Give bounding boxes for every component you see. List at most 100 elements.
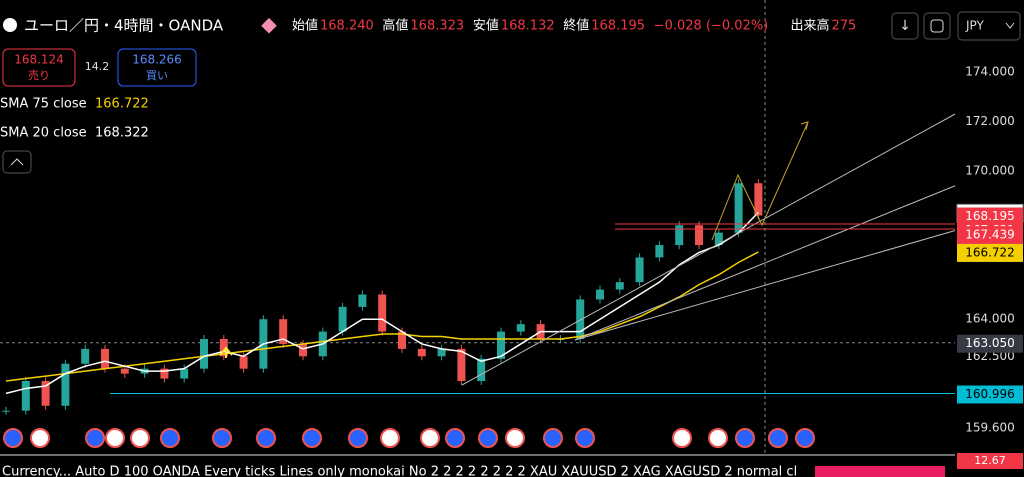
candle	[279, 319, 288, 344]
price-tag	[957, 385, 1023, 404]
field-value: 168.132	[501, 19, 555, 34]
candle	[160, 368, 169, 379]
trend-line	[574, 229, 958, 341]
indicator-legend: SMA 75 close 166.722 SMA 20 close 168.322	[0, 97, 149, 141]
volume-label: 出来高	[790, 18, 829, 34]
price-tag	[957, 226, 1023, 245]
collapse-icon	[10, 158, 24, 166]
event-icon[interactable]	[708, 428, 728, 448]
candle	[516, 324, 525, 332]
candle	[2, 410, 10, 412]
arrow-head	[800, 121, 809, 131]
collapse-button[interactable]	[2, 150, 32, 174]
refresh-icon	[930, 19, 944, 33]
download-button[interactable]	[891, 12, 919, 40]
field-value: 168.323	[410, 19, 464, 34]
candle	[378, 294, 387, 332]
candle	[754, 183, 763, 216]
candle	[338, 306, 347, 332]
candle	[655, 245, 664, 258]
trend-line	[574, 184, 958, 341]
refresh-button[interactable]	[923, 12, 951, 40]
field-value: 168.195	[591, 19, 645, 34]
candle	[675, 225, 684, 246]
footer-tag-bg	[957, 453, 1023, 469]
event-icon[interactable]	[302, 428, 322, 448]
buy-price: 168.266	[132, 53, 182, 67]
spread: 14.2	[85, 60, 110, 73]
field-value: 168.240	[320, 19, 374, 34]
event-icon[interactable]	[768, 428, 788, 448]
sma-line	[5, 251, 759, 382]
event-icon[interactable]	[160, 428, 180, 448]
event-icon[interactable]	[380, 428, 400, 448]
event-icon[interactable]	[672, 428, 692, 448]
candle	[576, 299, 585, 339]
candle	[714, 232, 723, 246]
sell-price: 168.124	[14, 53, 64, 67]
footer	[0, 455, 1024, 477]
candle	[180, 368, 189, 379]
footer-highlight	[815, 466, 945, 477]
event-icon[interactable]	[3, 428, 23, 448]
price-tag	[957, 334, 1023, 353]
event-icon[interactable]	[478, 428, 498, 448]
dropdown-caret	[1005, 22, 1015, 29]
field-label: 終値	[563, 18, 589, 34]
candle	[219, 339, 228, 357]
candle	[734, 183, 743, 233]
candle	[695, 225, 703, 246]
event-icon[interactable]	[420, 428, 440, 448]
event-icon[interactable]	[575, 428, 595, 448]
event-icon[interactable]	[543, 428, 563, 448]
candle	[81, 348, 90, 364]
event-icon[interactable]	[30, 428, 50, 448]
candle	[61, 363, 70, 406]
event-icon[interactable]	[256, 428, 276, 448]
volume: 275	[831, 19, 856, 34]
event-icon[interactable]	[348, 428, 368, 448]
indicator-value: 166.722	[95, 97, 149, 112]
footer-script: Currency... Auto D 100 OANDA Every ticks…	[2, 465, 797, 477]
event-icon[interactable]	[130, 428, 150, 448]
candle	[596, 289, 604, 300]
buy-button[interactable]	[117, 48, 197, 87]
candle	[101, 348, 109, 369]
change: −0.028 (−0.02%)	[654, 19, 769, 34]
sell-label: 売り	[28, 69, 50, 82]
sell-button[interactable]	[2, 48, 76, 87]
sma-line	[5, 211, 759, 395]
price-tick-label: 159.600	[965, 421, 1015, 435]
price-tag	[957, 243, 1023, 262]
candle	[615, 282, 624, 290]
buy-label: 買い	[146, 69, 168, 82]
event-icon[interactable]	[735, 428, 755, 448]
indicator-value: 168.322	[95, 126, 149, 141]
price-tag-label: 167.439	[965, 228, 1015, 242]
event-icon[interactable]	[795, 428, 815, 448]
candle	[200, 339, 208, 369]
field-label: 高値	[382, 18, 408, 34]
field-label: 始値	[292, 18, 318, 34]
symbol-title: ユーロ／円・4時間・OANDA	[24, 17, 224, 35]
event-icons[interactable]	[3, 428, 815, 448]
candle	[477, 358, 486, 382]
event-icon[interactable]	[445, 428, 465, 448]
candle	[358, 294, 367, 307]
event-icon[interactable]	[505, 428, 525, 448]
candle	[21, 381, 30, 411]
price-tick-label: 172.000	[965, 114, 1015, 128]
download-icon: ↓	[899, 18, 911, 34]
ohlc: 始値 168.240 高値 168.323 安値 168.132 終値 168.195	[292, 18, 645, 34]
price-tick-label: 164.000	[965, 312, 1015, 326]
signal-arrow	[219, 346, 233, 358]
event-icon[interactable]	[212, 428, 232, 448]
candle	[239, 356, 248, 369]
event-icon[interactable]	[105, 428, 125, 448]
currency-select[interactable]	[957, 11, 1021, 41]
price-tag-label: 163.050	[965, 336, 1015, 350]
indicator-name: SMA 20 close	[0, 126, 87, 141]
plot	[0, 179, 955, 415]
event-icon[interactable]	[85, 428, 105, 448]
